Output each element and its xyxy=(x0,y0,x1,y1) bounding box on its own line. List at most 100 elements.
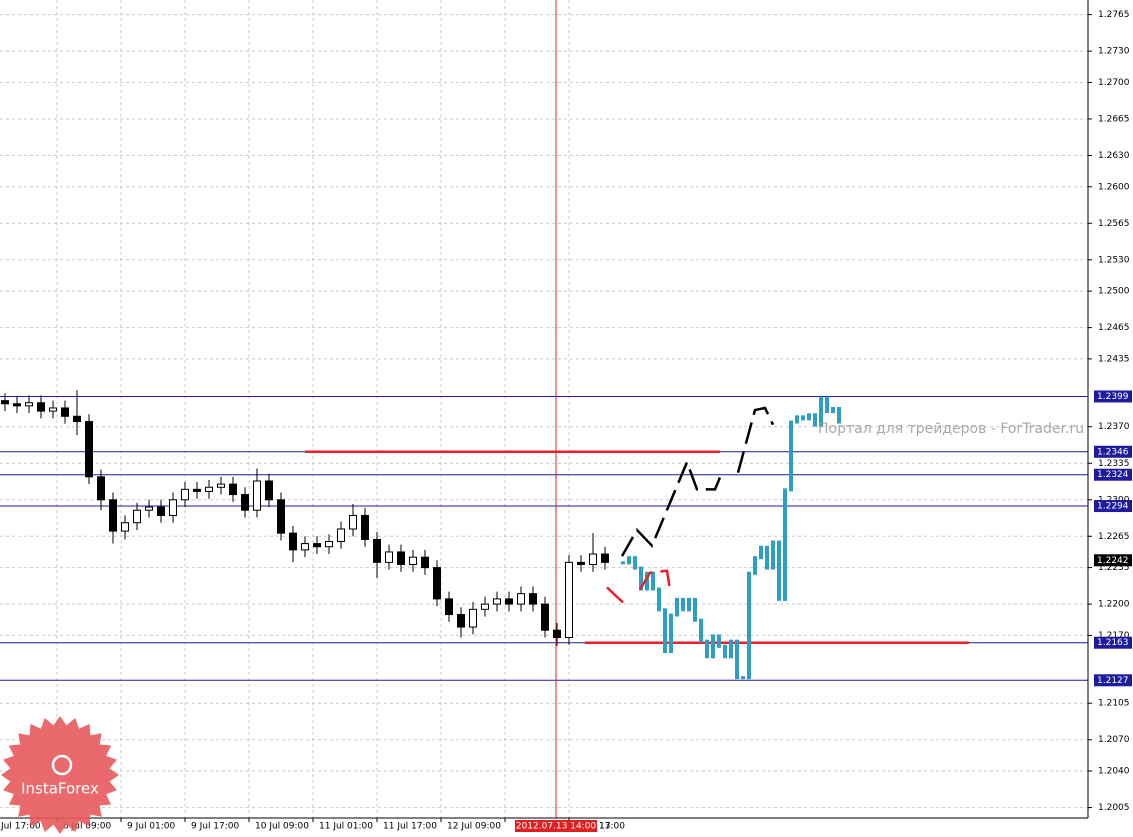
projection-bar xyxy=(651,571,655,591)
y-tick-label: 1.2730 xyxy=(1098,47,1130,57)
x-tick-label: 10 Jul 09:00 xyxy=(255,822,309,832)
x-tick-label: 9 Jul 01:00 xyxy=(127,822,176,832)
projection-bar xyxy=(681,597,685,612)
projection-bar xyxy=(789,420,793,492)
projection-bar xyxy=(771,540,775,570)
price-label-box xyxy=(1094,554,1132,567)
level-label: 1.2163 xyxy=(1097,638,1129,648)
level-label-box xyxy=(1094,500,1132,513)
candle-body xyxy=(85,421,93,478)
axis-area xyxy=(1088,0,1133,837)
candle-body xyxy=(181,488,189,501)
candle-body xyxy=(505,598,513,605)
watermark: Портал для трейдеров - ForTrader.ru xyxy=(818,421,1084,437)
projection-bar xyxy=(801,415,805,421)
level-label: 1.2294 xyxy=(1097,502,1129,512)
candle-body xyxy=(61,407,69,417)
candle-body xyxy=(121,522,129,532)
candle-body xyxy=(289,532,297,551)
candle-body xyxy=(589,553,597,565)
candle-body xyxy=(433,567,441,600)
y-tick-label: 1.2465 xyxy=(1098,323,1130,333)
candle-body xyxy=(553,629,561,638)
forecast-line xyxy=(620,406,775,557)
candle-body xyxy=(253,480,261,511)
x-tick-label: 6 Jul 09:00 xyxy=(63,822,112,832)
projection-bar xyxy=(645,571,649,591)
candle-body xyxy=(13,403,21,407)
y-tick-label: 1.2665 xyxy=(1098,114,1130,124)
candle-body xyxy=(217,483,225,488)
level-label: 1.2346 xyxy=(1097,447,1129,457)
y-tick-label: 1.2630 xyxy=(1098,151,1130,161)
candle-body xyxy=(157,506,165,516)
candle-body xyxy=(397,551,405,565)
candle-body xyxy=(241,494,249,511)
projection-bar xyxy=(735,639,739,680)
projection-bar xyxy=(621,561,625,565)
candle-body xyxy=(577,561,585,565)
candle-body xyxy=(481,603,489,610)
candle-body xyxy=(529,593,537,605)
y-tick-label: 1.2530 xyxy=(1098,255,1130,265)
y-tick-label: 1.2005 xyxy=(1098,803,1130,813)
candle-body xyxy=(109,499,117,532)
projection-bar xyxy=(783,488,787,601)
x-tick-label: 11 Jul 01:00 xyxy=(319,822,373,832)
candle-body xyxy=(349,514,357,530)
projection-bar xyxy=(777,540,781,601)
projection-bar xyxy=(705,639,709,659)
candle-body xyxy=(205,486,213,492)
projection-bar xyxy=(687,597,691,612)
projection-bar xyxy=(747,571,751,680)
projection-bar xyxy=(633,556,637,570)
candle-body xyxy=(373,538,381,563)
candle-body xyxy=(421,556,429,569)
projection-bar xyxy=(837,406,841,424)
projection-bar xyxy=(723,644,727,659)
y-tick-label: 1.2765 xyxy=(1098,10,1130,20)
candle-body xyxy=(169,499,177,516)
y-tick-label: 1.2600 xyxy=(1098,182,1130,192)
candle-body xyxy=(37,402,45,412)
level-label-box xyxy=(1094,636,1132,649)
x-tick-label: 9 Jul 17:00 xyxy=(191,822,240,832)
level-label: 1.2399 xyxy=(1097,392,1129,402)
projection-bar xyxy=(825,396,829,414)
candle-body xyxy=(325,541,333,548)
projection-bar xyxy=(753,556,757,575)
y-tick-label: 1.2700 xyxy=(1098,78,1130,88)
y-tick-label: 1.2105 xyxy=(1098,699,1130,709)
y-tick-label: 1.2565 xyxy=(1098,219,1130,229)
candle-body xyxy=(565,561,573,638)
x-tick-label: 17:00 xyxy=(599,822,625,832)
logo-text: InstaForex xyxy=(21,780,99,798)
y-tick-label: 1.2235 xyxy=(1098,563,1130,573)
candle-body xyxy=(229,483,237,496)
y-tick-label: 1.2265 xyxy=(1098,532,1130,542)
candle-body xyxy=(73,415,81,423)
level-label-box xyxy=(1094,390,1132,403)
candle-body xyxy=(97,476,105,501)
candle-body xyxy=(49,407,57,412)
candle-body xyxy=(277,499,285,534)
level-label-box xyxy=(1094,468,1132,481)
y-tick-label: 1.2435 xyxy=(1098,354,1130,364)
projection-bar xyxy=(819,396,823,427)
projection-bar xyxy=(765,545,769,570)
projection-bar xyxy=(741,676,745,680)
projection-bar xyxy=(729,639,733,659)
y-tick-label: 1.2040 xyxy=(1098,767,1130,777)
candle-body xyxy=(361,514,369,540)
candle-body xyxy=(337,528,345,543)
crosshair-label-box xyxy=(515,820,597,832)
candle-body xyxy=(25,402,33,407)
x-tick-label: 12 Jul 09:00 xyxy=(447,822,501,832)
candle-body xyxy=(541,603,549,631)
x-tick-label: 13 xyxy=(599,822,610,832)
candle-body xyxy=(493,598,501,605)
y-tick-label: 1.2070 xyxy=(1098,735,1130,745)
y-tick-label: 1.2335 xyxy=(1098,459,1130,469)
y-tick-label: 1.2500 xyxy=(1098,287,1130,297)
